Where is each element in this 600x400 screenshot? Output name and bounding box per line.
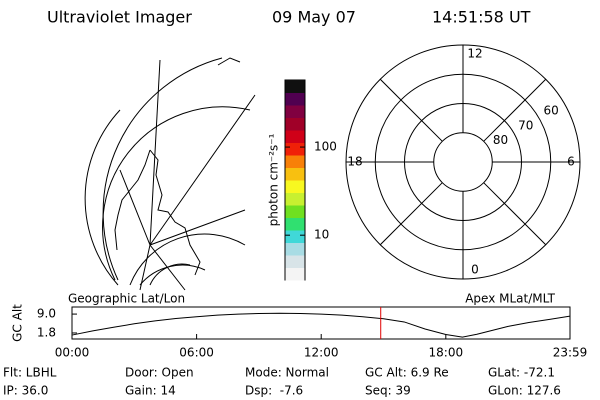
lat-label: 70 bbox=[518, 118, 533, 132]
mlt-label: 0 bbox=[471, 263, 479, 277]
lat-label: 80 bbox=[493, 133, 508, 147]
colorbar-band bbox=[285, 217, 305, 231]
alt-title-right: Apex MLat/MLT bbox=[465, 292, 555, 306]
colorbar-tick-label: 100 bbox=[314, 140, 337, 154]
x-tick-label: 18:00 bbox=[429, 346, 464, 360]
status-field: Dsp: -7.6 bbox=[245, 384, 303, 398]
mlt-spoke bbox=[483, 78, 547, 142]
mlt-label: 6 bbox=[567, 155, 575, 169]
status-field: IP: 36.0 bbox=[3, 384, 48, 398]
colorbar-band bbox=[285, 130, 305, 143]
colorbar-band bbox=[285, 242, 305, 256]
time: 14:51:58 UT bbox=[432, 8, 531, 27]
colorbar-band bbox=[285, 205, 305, 218]
lat-ring bbox=[433, 132, 493, 192]
colorbar-label: photon cm⁻²s⁻¹ bbox=[267, 133, 281, 226]
geographic-map bbox=[84, 57, 256, 291]
status-field: Flt: LBHL bbox=[3, 366, 57, 380]
x-tick-label: 06:00 bbox=[179, 346, 214, 360]
x-tick-label: 00:00 bbox=[55, 346, 90, 360]
mlt-spoke bbox=[379, 182, 443, 246]
date: 09 May 07 bbox=[272, 8, 356, 27]
colorbar-band bbox=[285, 117, 305, 131]
colorbar-band bbox=[285, 192, 305, 206]
status-field: Seq: 39 bbox=[365, 384, 411, 398]
mlt-label: 18 bbox=[347, 155, 362, 169]
status-field: GLat: -72.1 bbox=[488, 366, 555, 380]
status-field: GLon: 127.6 bbox=[488, 384, 561, 398]
lat-label: 60 bbox=[543, 104, 558, 118]
colorbar-band bbox=[285, 105, 305, 118]
colorbar-band bbox=[285, 230, 305, 243]
status-field: Mode: Normal bbox=[245, 366, 329, 380]
status-field: Door: Open bbox=[125, 366, 194, 380]
y-axis-label: GC Alt bbox=[11, 304, 25, 342]
alt-title-left: Geographic Lat/Lon bbox=[68, 292, 185, 306]
alt-line bbox=[71, 312, 571, 338]
x-tick-label: 12:00 bbox=[304, 346, 339, 360]
mlt-spoke bbox=[483, 182, 547, 246]
instrument: Ultraviolet Imager bbox=[47, 8, 192, 27]
y-tick-label: 9.0 bbox=[37, 307, 56, 321]
status-field: GC Alt: 6.9 Re bbox=[365, 366, 449, 380]
colorbar-band bbox=[285, 180, 305, 193]
colorbar-band bbox=[285, 167, 305, 181]
colorbar-band bbox=[285, 142, 305, 156]
y-tick-label: 1.8 bbox=[37, 325, 56, 339]
colorbar-band bbox=[285, 267, 305, 281]
colorbar-band bbox=[285, 255, 305, 268]
mlt-spoke bbox=[379, 78, 443, 142]
colorbar-tick-label: 10 bbox=[314, 228, 329, 242]
colorbar-band bbox=[285, 80, 305, 93]
colorbar-band bbox=[285, 155, 305, 168]
status-field: Gain: 14 bbox=[125, 384, 176, 398]
mlt-label: 12 bbox=[467, 47, 482, 61]
x-tick-label: 23:59 bbox=[553, 346, 588, 360]
colorbar-band bbox=[285, 92, 305, 106]
